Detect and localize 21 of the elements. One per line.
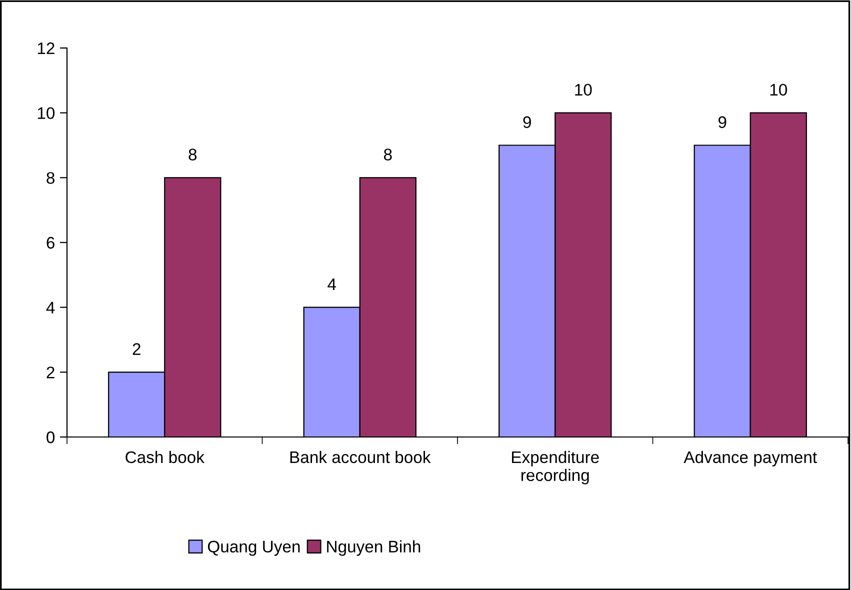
- data-label: 10: [770, 84, 788, 96]
- data-label: 8: [384, 148, 392, 160]
- y-tick-label: 6: [46, 236, 54, 249]
- y-tick-label: 12: [38, 42, 54, 54]
- x-tick-label: Cash book: [126, 450, 204, 464]
- data-label: 9: [523, 116, 531, 128]
- data-label: 9: [718, 116, 726, 128]
- data-label: 8: [188, 148, 197, 160]
- legend-label: Nguyen Binh: [327, 540, 420, 556]
- data-label: 4: [328, 278, 336, 290]
- y-tick-label: 10: [38, 107, 55, 120]
- legend-label: Quang Uyen: [208, 540, 300, 556]
- x-tick-label: Expenditure recording: [512, 450, 599, 484]
- x-tick-label: Bank account book: [290, 450, 431, 464]
- y-tick-label: 2: [46, 366, 54, 378]
- data-label: 10: [575, 84, 592, 96]
- y-tick-label: 4: [46, 302, 55, 314]
- y-tick-label: 0: [46, 431, 55, 444]
- y-tick-label: 8: [46, 172, 54, 184]
- data-label: 2: [132, 343, 140, 355]
- x-tick-label: Advance payment: [684, 450, 817, 466]
